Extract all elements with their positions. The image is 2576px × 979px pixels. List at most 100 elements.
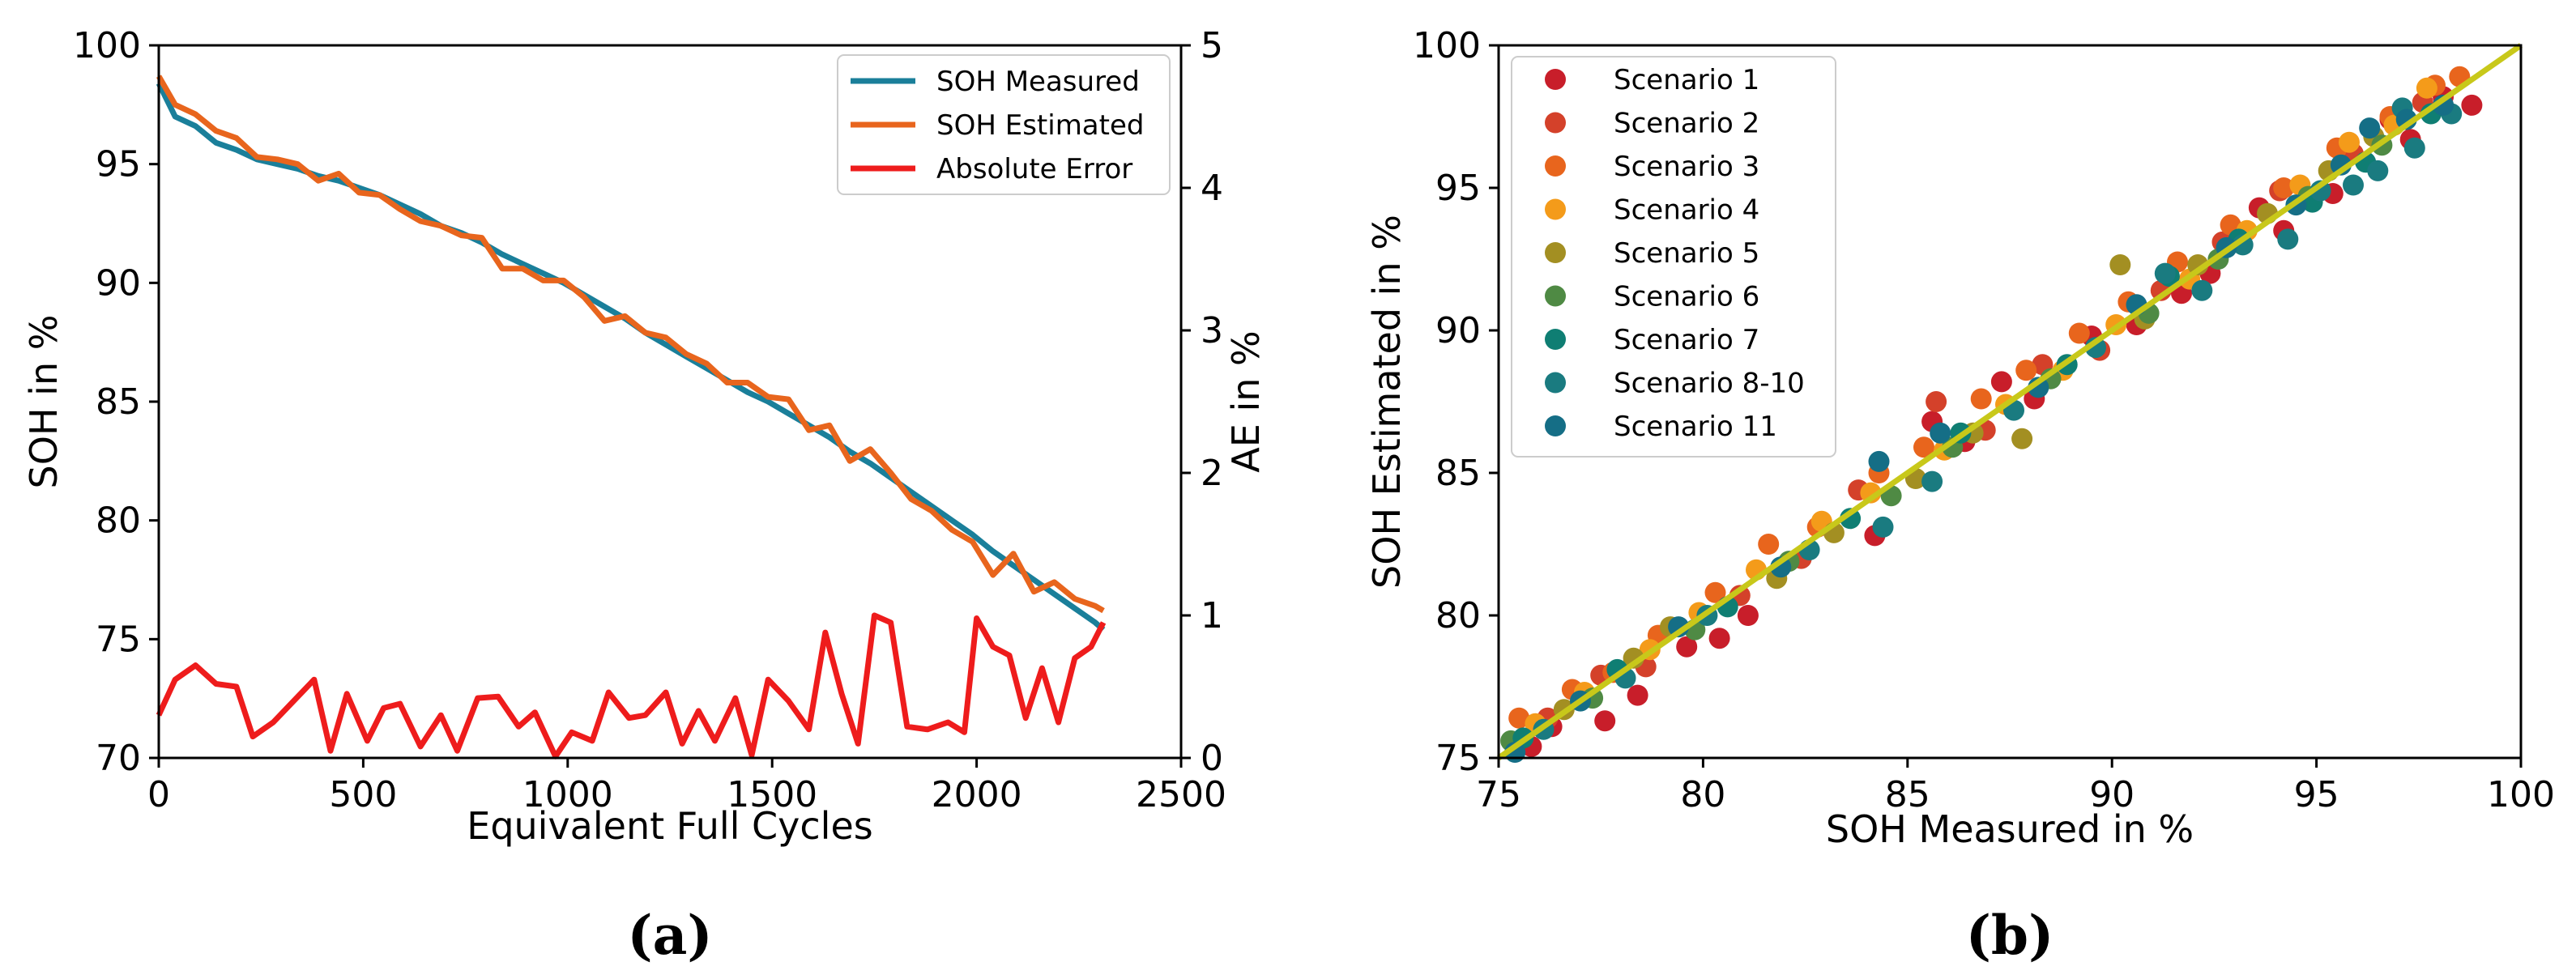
- y2-tick-label: 3: [1201, 310, 1223, 351]
- panel-a-y-ticks: 70 75 80 85 90 95 100: [73, 25, 159, 779]
- scatter-point-scenario-1: [1708, 628, 1730, 649]
- panel-b-x-axis-label: SOH Measured in %: [1826, 807, 2194, 851]
- legend-marker-scenario-11: [1545, 415, 1566, 436]
- panel-a-x-axis-label: Equivalent Full Cycles: [467, 804, 872, 848]
- panel-a-y2-axis-label: AE in %: [1224, 330, 1268, 472]
- legend-label-scenario-11: Scenario 11: [1614, 411, 1777, 443]
- x-tick-label: 0: [147, 774, 170, 815]
- legend-label-scenario-3: Scenario 3: [1614, 151, 1759, 183]
- legend-marker-scenario-7: [1545, 329, 1566, 350]
- y-tick-label: 85: [1435, 453, 1481, 494]
- series-scenario-8-10: [1533, 97, 2463, 740]
- y2-tick-label: 4: [1201, 168, 1223, 209]
- scatter-point-scenario-8-10: [2277, 228, 2299, 250]
- scatter-point-scenario-11: [1868, 450, 1890, 472]
- panel-b-legend-box: [1511, 56, 1836, 458]
- scatter-point-scenario-8-10: [1872, 516, 1894, 538]
- x-tick-label: 100: [2487, 774, 2555, 815]
- scatter-point-scenario-3: [2015, 360, 2037, 381]
- panel-a-legend-items: SOH Measured SOH Estimated Absolute Error: [851, 66, 1144, 185]
- y-tick-label: 70: [96, 738, 141, 779]
- legend-marker-scenario-5: [1545, 242, 1566, 263]
- legend-marker-scenario-3: [1545, 155, 1566, 177]
- legend-label-scenario-2: Scenario 2: [1614, 108, 1759, 140]
- legend-label-scenario-5: Scenario 5: [1614, 237, 1759, 270]
- scatter-point-scenario-8-10: [2403, 137, 2425, 159]
- x-tick-label: 2000: [932, 774, 1022, 815]
- x-tick-label: 500: [329, 774, 397, 815]
- scatter-point-scenario-4: [2339, 131, 2360, 153]
- x-tick-label: 75: [1476, 774, 1521, 815]
- panel-a-x-ticks: 0 500 1000 1500 2000 2500: [147, 758, 1226, 815]
- scatter-point-scenario-3: [1970, 388, 1992, 410]
- panel-a-legend: SOH Measured SOH Estimated Absolute Error: [837, 54, 1171, 195]
- scatter-point-scenario-1: [1676, 636, 1698, 658]
- panel-b-reference-line: [1496, 43, 2523, 760]
- panel-a-y2-ticks: 0 1 2 3 4 5: [1181, 25, 1223, 779]
- scatter-point-scenario-3: [1758, 534, 1780, 555]
- y-tick-label: 75: [1435, 738, 1481, 779]
- scatter-point-scenario-5: [2109, 254, 2131, 275]
- panel-b-legend: Scenario 1 Scenario 2 Scenario 3 Scenario 4…: [1511, 56, 1836, 458]
- scatter-point-scenario-1: [1737, 605, 1759, 626]
- panel-b-y-ticks: 75 80 85 90 95 100: [1413, 25, 1499, 779]
- x-tick-label: 85: [1885, 774, 1930, 815]
- legend-marker-scenario-2: [1545, 112, 1566, 134]
- x-tick-label: 1500: [727, 774, 817, 815]
- scatter-point-scenario-3: [2068, 322, 2090, 344]
- scatter-point-scenario-8-10: [2343, 174, 2364, 196]
- y2-tick-label: 2: [1201, 453, 1223, 494]
- y-tick-label: 95: [96, 144, 141, 185]
- panel-b-caption: (b): [1966, 904, 2054, 967]
- legend-label-scenario-1: Scenario 1: [1614, 64, 1759, 96]
- scatter-point-scenario-4: [2416, 77, 2437, 99]
- panel-a-series: [156, 74, 1107, 760]
- scatter-point-scenario-1: [1990, 371, 2012, 393]
- scatter-point-scenario-8-10: [2154, 262, 2176, 284]
- scatter-point-scenario-3: [1913, 436, 1934, 458]
- scatter-point-scenario-1: [2461, 94, 2483, 116]
- y-tick-label: 85: [96, 381, 141, 423]
- y-tick-label: 100: [1413, 25, 1481, 66]
- y-tick-label: 100: [73, 25, 141, 66]
- x-tick-label: 1000: [522, 774, 613, 815]
- scatter-point-scenario-5: [2011, 428, 2033, 449]
- legend-marker-scenario-4: [1545, 198, 1566, 220]
- y-tick-label: 90: [1435, 310, 1481, 351]
- scatter-point-scenario-8-10: [2367, 160, 2389, 181]
- panel-b-legend-items: Scenario 1 Scenario 2 Scenario 3 Scenario 4…: [1545, 64, 1805, 443]
- scatter-point-scenario-3: [1508, 707, 1530, 729]
- scatter-point-scenario-3: [1704, 581, 1726, 603]
- panel-a-legend-box: [837, 54, 1171, 195]
- legend-label-absolute-error: Absolute Error: [936, 153, 1132, 185]
- scatter-point-scenario-1: [1627, 684, 1648, 706]
- y-tick-label: 95: [1435, 168, 1481, 209]
- series-line-absolute-error: [156, 612, 1107, 760]
- legend-label-scenario-7: Scenario 7: [1614, 324, 1759, 356]
- legend-label-soh-measured: SOH Measured: [936, 66, 1140, 98]
- legend-marker-scenario-6: [1545, 285, 1566, 307]
- y-tick-label: 80: [96, 500, 141, 542]
- scatter-point-scenario-1: [1594, 710, 1616, 732]
- x-tick-label: 80: [1680, 774, 1725, 815]
- y-tick-label: 80: [1435, 595, 1481, 636]
- y-tick-label: 90: [96, 262, 141, 304]
- panel-b-y-axis-label: SOH Estimated in %: [1365, 215, 1409, 589]
- legend-label-soh-estimated: SOH Estimated: [936, 109, 1144, 142]
- x-tick-label: 90: [2089, 774, 2135, 815]
- panel-b-plot-frame: [1497, 44, 2523, 760]
- scatter-point-scenario-8-10: [1921, 470, 1943, 492]
- panel-a-caption: (a): [627, 904, 712, 967]
- x-tick-label: 2500: [1136, 774, 1226, 815]
- scatter-point-scenario-11: [1930, 422, 1951, 444]
- panel-a-y-axis-label: SOH in %: [22, 315, 66, 489]
- y-tick-label: 75: [96, 619, 141, 660]
- legend-marker-scenario-8-10: [1545, 372, 1566, 394]
- panel-b-x-ticks: 75 80 85 90 95 100: [1476, 758, 2555, 815]
- scatter-point-scenario-3: [2273, 177, 2295, 198]
- series-line-soh-estimated: [156, 74, 1105, 614]
- scatter-point-scenario-8-10: [2191, 279, 2213, 301]
- x-tick-label: 95: [2294, 774, 2339, 815]
- y2-tick-label: 5: [1201, 25, 1223, 66]
